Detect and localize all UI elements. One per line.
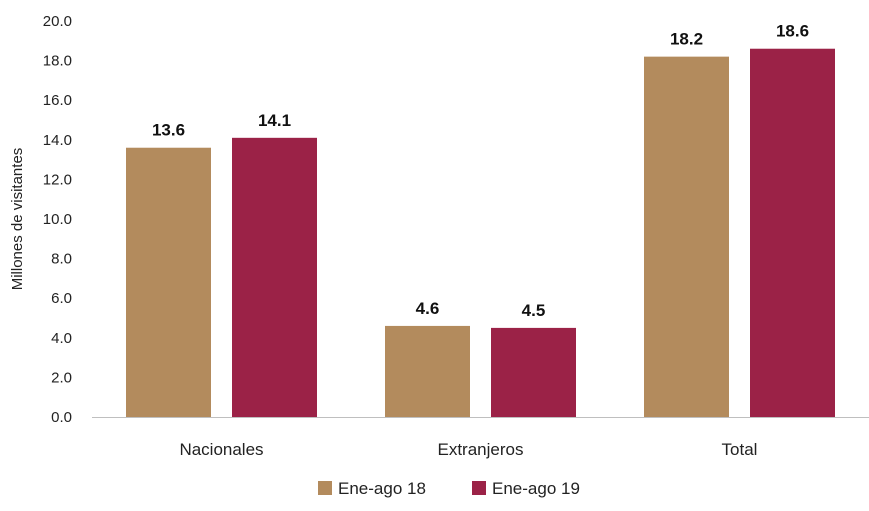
bar-1-0 [232, 137, 317, 417]
data-label: 18.2 [670, 30, 703, 49]
legend-label: Ene-ago 19 [492, 479, 580, 498]
legend-swatch [472, 481, 486, 495]
y-tick-label: 2.0 [51, 369, 72, 386]
y-tick-label: 0.0 [51, 409, 72, 426]
x-category-label: Nacionales [179, 440, 263, 459]
y-tick-label: 18.0 [43, 53, 72, 70]
bar-0-2 [644, 56, 729, 417]
x-category-label: Total [722, 440, 758, 459]
y-tick-label: 20.0 [43, 13, 72, 30]
x-category-label: Extranjeros [438, 440, 524, 459]
legend-swatch [318, 481, 332, 495]
data-label: 14.1 [258, 111, 291, 130]
data-label: 13.6 [152, 121, 185, 140]
y-tick-label: 16.0 [43, 92, 72, 109]
legend-label: Ene-ago 18 [338, 479, 426, 498]
data-label: 18.6 [776, 22, 809, 41]
y-tick-label: 10.0 [43, 211, 72, 228]
y-axis-label: Millones de visitantes [9, 148, 26, 291]
y-tick-label: 14.0 [43, 132, 72, 149]
bar-1-1 [491, 327, 576, 417]
data-label: 4.5 [522, 301, 546, 320]
y-tick-label: 4.0 [51, 330, 72, 347]
bar-1-2 [750, 48, 835, 417]
y-tick-label: 8.0 [51, 251, 72, 268]
data-label: 4.6 [416, 299, 440, 318]
bar-0-0 [126, 147, 211, 417]
bar-0-1 [385, 325, 470, 417]
y-tick-label: 12.0 [43, 171, 72, 188]
legend: Ene-ago 18 Ene-ago 19 [318, 479, 580, 498]
y-tick-label: 6.0 [51, 290, 72, 307]
